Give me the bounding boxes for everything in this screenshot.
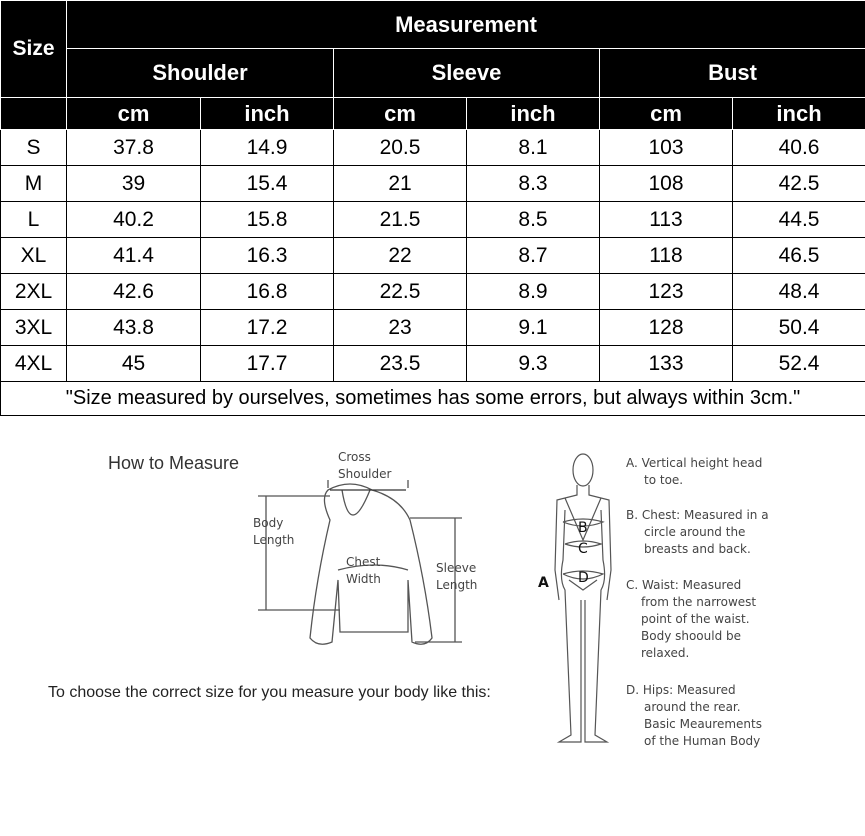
value-cell: 123	[599, 273, 733, 310]
value-cell: 16.3	[200, 237, 334, 274]
note-d: D. Hips: Measured around the rear. Basic M…	[626, 683, 762, 748]
value-cell: 8.5	[466, 201, 600, 238]
value-cell: 41.4	[66, 237, 201, 274]
unit-header: inch	[200, 97, 334, 130]
unit-header: inch	[731, 97, 865, 130]
size-cell: S	[0, 129, 67, 166]
sleeve-header: Sleeve	[333, 48, 600, 98]
value-cell: 37.8	[66, 129, 201, 166]
value-cell: 44.5	[731, 201, 865, 238]
table-row: L 40.2 15.8 21.5 8.5 113 44.5	[0, 201, 865, 238]
value-cell: 15.8	[200, 201, 334, 238]
measurement-header: Measurement	[65, 0, 865, 49]
value-cell: 8.3	[466, 165, 600, 202]
value-cell: 45	[66, 345, 201, 382]
value-cell: 42.5	[731, 165, 865, 202]
size-cell: 4XL	[0, 345, 67, 382]
letter-c: C	[578, 541, 588, 557]
table-row: 2XL 42.6 16.8 22.5 8.9 123 48.4	[0, 273, 865, 310]
value-cell: 22.5	[333, 273, 467, 310]
size-cell: 3XL	[0, 309, 67, 346]
note-a: A. Vertical height head to toe.	[626, 456, 763, 487]
note-c: C. Waist: Measured from the narrowest poin…	[626, 578, 757, 660]
value-cell: 16.8	[200, 273, 334, 310]
value-cell: 50.4	[731, 309, 865, 346]
size-note: "Size measured by ourselves, sometimes h…	[0, 381, 865, 416]
value-cell: 128	[599, 309, 733, 346]
value-cell: 21	[333, 165, 467, 202]
value-cell: 52.4	[731, 345, 865, 382]
unit-header: cm	[66, 97, 201, 130]
table-row: XL 41.4 16.3 22 8.7 118 46.5	[0, 237, 865, 274]
unit-header: inch	[466, 97, 600, 130]
value-cell: 133	[599, 345, 733, 382]
size-cell: M	[0, 165, 67, 202]
value-cell: 8.1	[466, 129, 600, 166]
value-cell: 118	[599, 237, 733, 274]
value-cell: 9.3	[466, 345, 600, 382]
value-cell: 113	[599, 201, 733, 238]
bust-header: Bust	[598, 48, 865, 98]
body-length-label: Body Length	[253, 516, 295, 547]
sleeve-length-label: Sleeve Length	[436, 561, 478, 592]
value-cell: 9.1	[466, 309, 600, 346]
value-cell: 108	[599, 165, 733, 202]
value-cell: 8.7	[466, 237, 600, 274]
value-cell: 43.8	[66, 309, 201, 346]
value-cell: 14.9	[200, 129, 334, 166]
value-cell: 40.6	[731, 129, 865, 166]
shoulder-header: Shoulder	[66, 48, 334, 98]
value-cell: 39	[66, 165, 201, 202]
cross-shoulder-label: Cross Shoulder	[338, 450, 392, 481]
unit-header: cm	[599, 97, 733, 130]
size-unit-blank	[0, 97, 67, 130]
value-cell: 21.5	[333, 201, 467, 238]
letter-d: D	[578, 570, 589, 586]
value-cell: 22	[333, 237, 467, 274]
value-cell: 8.9	[466, 273, 600, 310]
table-row: 3XL 43.8 17.2 23 9.1 128 50.4	[0, 309, 865, 346]
value-cell: 46.5	[731, 237, 865, 274]
value-cell: 17.7	[200, 345, 334, 382]
value-cell: 17.2	[200, 309, 334, 346]
body-figure	[554, 453, 612, 743]
size-header: Size	[0, 0, 67, 98]
note-b: B. Chest: Measured in a circle around the…	[626, 508, 769, 556]
sweater-diagram	[258, 480, 462, 645]
value-cell: 40.2	[66, 201, 201, 238]
letter-b: B	[578, 520, 588, 536]
value-cell: 42.6	[66, 273, 201, 310]
table-row: M 39 15.4 21 8.3 108 42.5	[0, 165, 865, 202]
instruction-text: To choose the correct size for you measu…	[48, 684, 491, 701]
size-cell: XL	[0, 237, 67, 274]
value-cell: 48.4	[731, 273, 865, 310]
chest-width-label: Chest Width	[346, 555, 381, 586]
value-cell: 103	[599, 129, 733, 166]
size-cell: L	[0, 201, 67, 238]
unit-header: cm	[333, 97, 467, 130]
value-cell: 15.4	[200, 165, 334, 202]
value-cell: 20.5	[333, 129, 467, 166]
size-chart-table: Size Measurement Shoulder Sleeve Bust cm…	[0, 0, 865, 416]
table-row: 4XL 45 17.7 23.5 9.3 133 52.4	[0, 345, 865, 382]
letter-a: A	[538, 575, 549, 591]
how-to-measure-title: How to Measure	[108, 453, 240, 473]
size-cell: 2XL	[0, 273, 67, 310]
value-cell: 23	[333, 309, 467, 346]
value-cell: 23.5	[333, 345, 467, 382]
table-row: S 37.8 14.9 20.5 8.1 103 40.6	[0, 129, 865, 166]
